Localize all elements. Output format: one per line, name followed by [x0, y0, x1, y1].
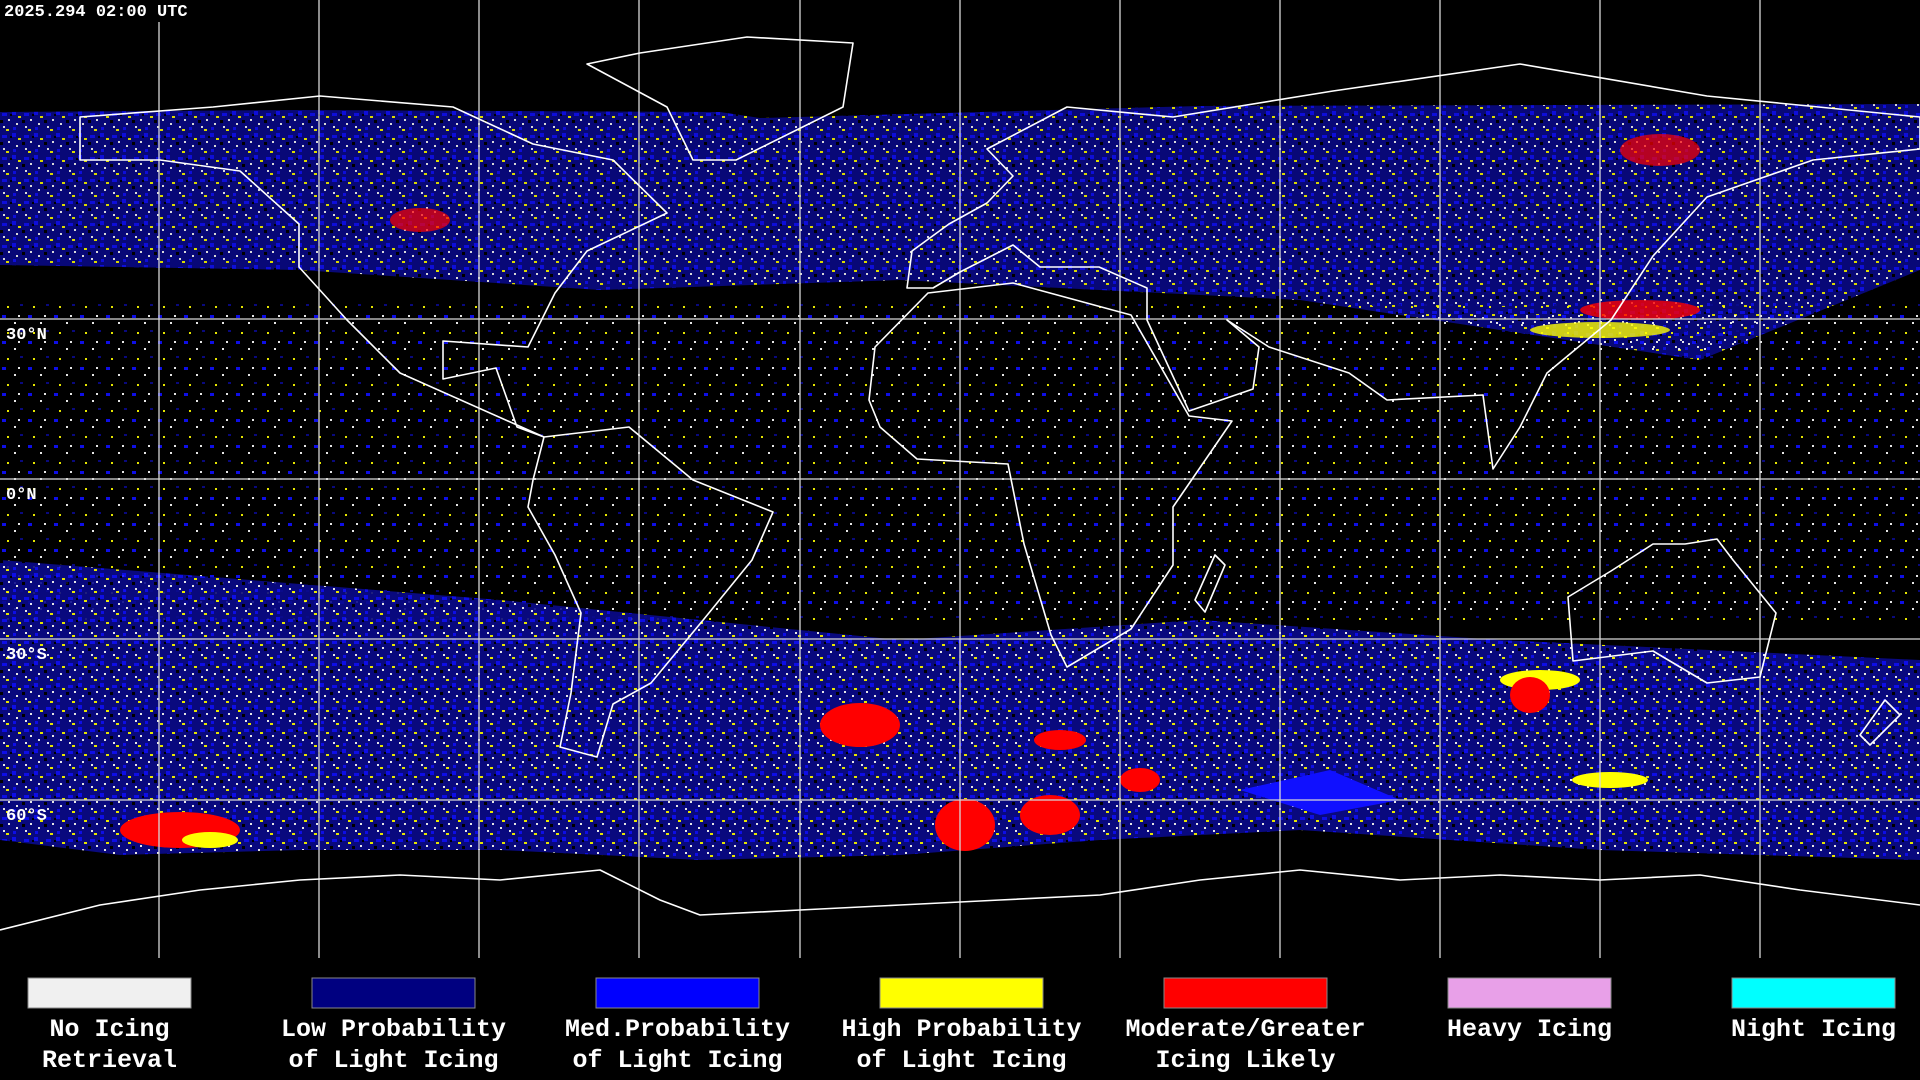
- graticule: [0, 0, 1920, 958]
- legend-swatch: [27, 977, 192, 1009]
- legend-label: of Light Icing: [856, 1046, 1066, 1075]
- legend-swatch: [311, 977, 476, 1009]
- lat-label: 0°N: [6, 486, 37, 505]
- legend-label: Low Probability: [281, 1015, 506, 1044]
- north-america: [79, 95, 668, 438]
- legend-label: High Probability: [841, 1015, 1081, 1044]
- legend-swatch: [595, 977, 760, 1009]
- legend-label: Icing Likely: [1155, 1046, 1335, 1075]
- legend-label: of Light Icing: [288, 1046, 498, 1075]
- legend-swatch: [879, 977, 1044, 1009]
- legend-label: Retrieval: [42, 1046, 177, 1075]
- legend-swatch: [1163, 977, 1328, 1009]
- new-zealand: [1859, 699, 1901, 746]
- timestamp: 2025.294 02:00 UTC: [4, 3, 188, 22]
- legend-label: Night Icing: [1731, 1015, 1896, 1044]
- coastlines: [0, 36, 1920, 931]
- legend-item: Heavy Icing: [1447, 977, 1612, 1044]
- legend-item: Night Icing: [1731, 977, 1896, 1044]
- legend-swatch: [1447, 977, 1612, 1009]
- greenland: [586, 36, 854, 161]
- australia: [1567, 538, 1777, 684]
- south-america: [527, 426, 774, 758]
- legend-label: No Icing: [49, 1015, 169, 1044]
- legend-label: of Light Icing: [572, 1046, 782, 1075]
- legend-label: Med.Probability: [565, 1015, 790, 1044]
- legend-swatch: [1731, 977, 1896, 1009]
- africa: [868, 282, 1233, 668]
- lat-label: 30°S: [6, 646, 47, 665]
- legend-label: Heavy Icing: [1447, 1015, 1612, 1044]
- madagascar: [1194, 554, 1226, 613]
- legend-label: Moderate/Greater: [1125, 1015, 1365, 1044]
- lat-label: 60°S: [6, 807, 47, 826]
- timestamp-bg: [0, 0, 226, 22]
- eurasia: [906, 63, 1920, 470]
- lat-label: 30°N: [6, 326, 47, 345]
- antarctica: [0, 869, 1920, 931]
